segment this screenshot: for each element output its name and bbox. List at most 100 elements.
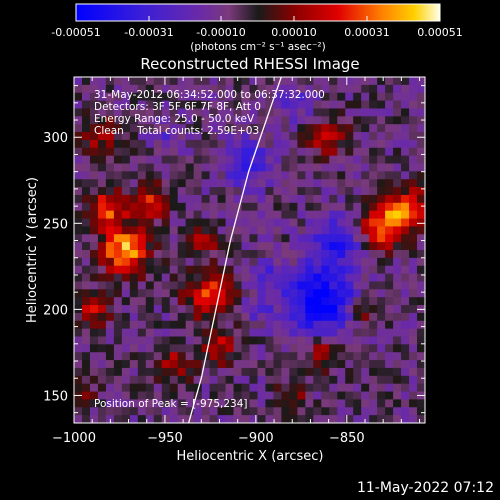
- heatmap-cell: [97, 257, 107, 267]
- heatmap-cell: [129, 407, 139, 416]
- heatmap-cell: [185, 171, 195, 180]
- heatmap-cell: [409, 187, 418, 196]
- heatmap-cell: [105, 289, 115, 298]
- info-line-time-range: 31-May-2012 06:34:52.000 to 06:37:32.000: [94, 89, 325, 101]
- heatmap-cell: [121, 352, 131, 361]
- heatmap-cell: [169, 336, 179, 345]
- heatmap-cell: [209, 108, 219, 117]
- heatmap-cell: [377, 281, 386, 290]
- heatmap-cell: [137, 147, 147, 157]
- heatmap-cell: [217, 202, 227, 212]
- heatmap-cell: [201, 179, 211, 188]
- heatmap-cell: [337, 100, 346, 110]
- heatmap-cell: [393, 187, 402, 196]
- heatmap-cell: [265, 352, 275, 361]
- heatmap-cell: [393, 92, 402, 102]
- heatmap-cell: [225, 234, 235, 243]
- heatmap-cell: [273, 116, 283, 125]
- heatmap-cell: [121, 415, 131, 423]
- heatmap-cell: [129, 312, 139, 322]
- heatmap-cell: [297, 273, 306, 283]
- heatmap-cell: [329, 265, 338, 275]
- heatmap-cell: [121, 305, 131, 314]
- heatmap-cell: [305, 273, 314, 283]
- heatmap-cell: [185, 383, 195, 393]
- heatmap-cell: [241, 320, 251, 330]
- heatmap-cell: [105, 194, 115, 204]
- heatmap-cell: [281, 312, 290, 322]
- heatmap-cell: [289, 139, 298, 149]
- heatmap-cell: [185, 328, 195, 338]
- heatmap-cell: [281, 179, 290, 188]
- heatmap-cell: [89, 147, 99, 157]
- heatmap-cell: [161, 179, 171, 188]
- heatmap-cell: [169, 289, 179, 298]
- heatmap-cell: [369, 100, 378, 110]
- heatmap-cell: [161, 312, 171, 322]
- heatmap-cell: [257, 187, 267, 196]
- heatmap-cell: [81, 171, 91, 180]
- heatmap-cell: [105, 226, 115, 235]
- heatmap-cell: [281, 273, 290, 283]
- heatmap-cell: [137, 100, 147, 110]
- heatmap-cell: [257, 399, 267, 408]
- heatmap-cell: [289, 194, 298, 204]
- heatmap-cell: [121, 242, 131, 251]
- heatmap-cell: [361, 352, 370, 361]
- heatmap-cell: [257, 336, 267, 345]
- heatmap-cell: [417, 312, 425, 322]
- heatmap-cell: [105, 187, 115, 196]
- heatmap-cell: [393, 383, 402, 393]
- heatmap-cell: [417, 367, 425, 377]
- heatmap-cell: [289, 289, 298, 298]
- heatmap-cell: [169, 312, 179, 322]
- heatmap-cell: [217, 399, 227, 408]
- heatmap-cell: [169, 77, 179, 86]
- heatmap-cell: [377, 367, 386, 377]
- heatmap-cell: [209, 171, 219, 180]
- heatmap-cell: [129, 218, 139, 228]
- heatmap-cell: [209, 226, 219, 235]
- heatmap-cell: [217, 360, 227, 369]
- heatmap-cell: [121, 312, 131, 322]
- heatmap-cell: [401, 194, 410, 204]
- heatmap-cell: [257, 92, 267, 102]
- heatmap-cell: [113, 147, 123, 157]
- heatmap-cell: [345, 265, 354, 275]
- heatmap-cell: [297, 210, 306, 220]
- heatmap-cell: [105, 124, 115, 133]
- heatmap-cell: [217, 242, 227, 251]
- heatmap-cell: [193, 179, 203, 188]
- heatmap-cell: [153, 360, 163, 369]
- heatmap-cell: [113, 194, 123, 204]
- heatmap-cell: [409, 234, 418, 243]
- heatmap-cell: [361, 100, 370, 110]
- heatmap-cell: [217, 281, 227, 290]
- heatmap-cell: [161, 383, 171, 393]
- heatmap-cell: [161, 108, 171, 117]
- heatmap-cell: [329, 92, 338, 102]
- heatmap-cell: [169, 163, 179, 172]
- heatmap-cell: [201, 399, 211, 408]
- heatmap-cell: [169, 92, 179, 102]
- heatmap-cell: [169, 155, 179, 165]
- heatmap-cell: [401, 210, 410, 220]
- heatmap-cell: [169, 202, 179, 212]
- heatmap-cell: [169, 234, 179, 243]
- heatmap-cell: [89, 328, 99, 338]
- y-tick-label: 250: [43, 217, 68, 232]
- heatmap-cell: [161, 147, 171, 157]
- heatmap-cell: [185, 116, 195, 125]
- heatmap-cell: [185, 155, 195, 165]
- heatmap-cell: [177, 328, 187, 338]
- heatmap-cell: [265, 297, 275, 306]
- heatmap-cell: [89, 210, 99, 220]
- heatmap-cell: [89, 226, 99, 235]
- heatmap-cell: [225, 124, 235, 133]
- heatmap-cell: [289, 407, 298, 416]
- heatmap-cell: [137, 210, 147, 220]
- heatmap-cell: [241, 187, 251, 196]
- heatmap-cell: [321, 202, 330, 212]
- heatmap-cell: [369, 391, 378, 401]
- heatmap-cell: [313, 226, 322, 235]
